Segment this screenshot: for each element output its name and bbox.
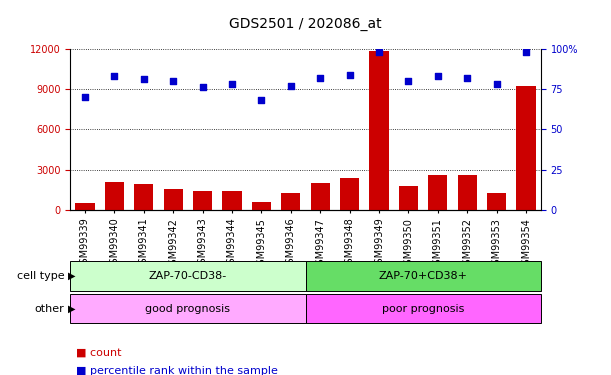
Bar: [428, 175, 447, 210]
Text: ZAP-70+CD38+: ZAP-70+CD38+: [379, 271, 467, 281]
Point: [227, 81, 237, 87]
Bar: [340, 178, 359, 210]
Point: [403, 78, 413, 84]
Text: ■ percentile rank within the sample: ■ percentile rank within the sample: [76, 366, 278, 375]
Text: other: other: [34, 304, 64, 313]
Bar: [487, 192, 506, 210]
Point: [433, 73, 443, 79]
Point: [198, 84, 208, 90]
Point: [109, 73, 119, 79]
Point: [257, 98, 266, 104]
Bar: [252, 202, 271, 210]
Text: ▶: ▶: [68, 271, 75, 281]
Point: [345, 72, 354, 78]
Point: [463, 75, 472, 81]
Bar: [105, 182, 124, 210]
Text: GDS2501 / 202086_at: GDS2501 / 202086_at: [229, 17, 382, 31]
Bar: [75, 203, 95, 210]
Bar: [458, 175, 477, 210]
Bar: [370, 51, 389, 210]
Point: [374, 49, 384, 55]
Bar: [399, 186, 418, 210]
Text: poor prognosis: poor prognosis: [382, 304, 464, 313]
Bar: [281, 192, 301, 210]
Bar: [193, 191, 212, 210]
Bar: [222, 190, 241, 210]
Point: [139, 76, 148, 82]
Text: good prognosis: good prognosis: [145, 304, 230, 313]
Text: cell type: cell type: [16, 271, 64, 281]
Text: ▶: ▶: [68, 304, 75, 313]
Text: ZAP-70-CD38-: ZAP-70-CD38-: [148, 271, 227, 281]
Point: [492, 81, 502, 87]
Point: [80, 94, 90, 100]
Bar: [310, 183, 330, 210]
Bar: [516, 86, 536, 210]
Point: [315, 75, 325, 81]
Bar: [164, 189, 183, 210]
Bar: [134, 184, 153, 210]
Point: [286, 83, 296, 89]
Point: [168, 78, 178, 84]
Text: ■ count: ■ count: [76, 348, 122, 357]
Point: [521, 49, 531, 55]
